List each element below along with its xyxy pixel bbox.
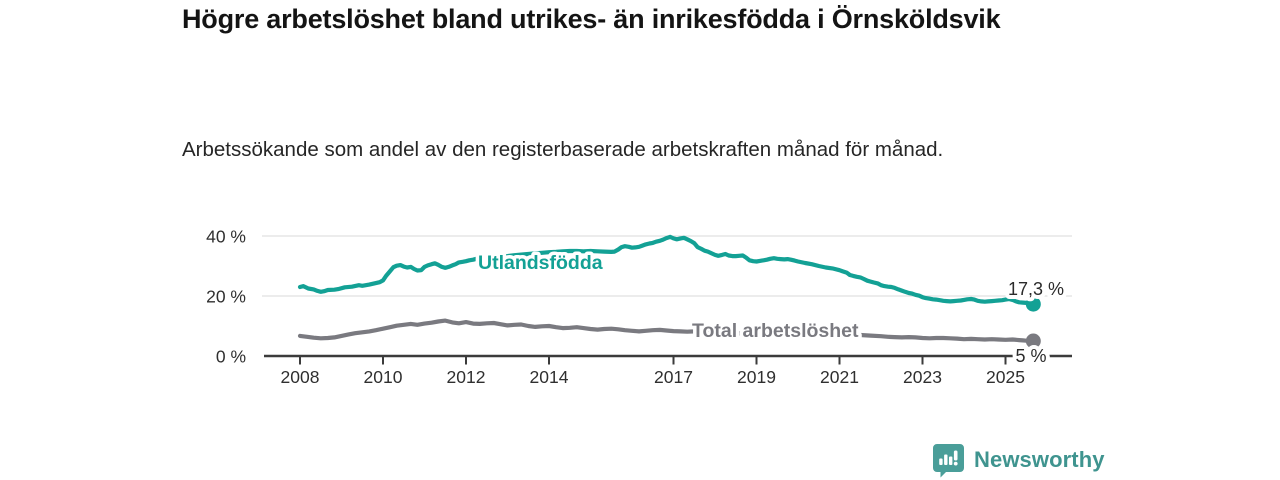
logo-bars — [939, 450, 958, 465]
chart-end-dots — [1025, 296, 1041, 349]
y-axis-tick-label: 0 % — [216, 347, 246, 367]
series-inline-label: Total arbetslöshet — [692, 320, 859, 342]
newsworthy-brand-text: Newsworthy — [974, 447, 1105, 472]
newsworthy-brand-link[interactable]: Newsworthy — [932, 442, 1105, 478]
x-axis-tick-label: 2012 — [447, 367, 486, 387]
series-end-value-label: 5 % — [1015, 346, 1046, 366]
chart-axis: 0 % 20 % 40 % 2008 2010 2012 2014 2017 2019 2021 2… — [206, 227, 1072, 387]
series-end-dot — [1025, 333, 1041, 349]
chart-subtitle: Arbetssökande som andel av den registerb… — [182, 138, 944, 161]
x-axis-tick-label: 2017 — [654, 367, 693, 387]
newsworthy-logo-icon — [933, 443, 964, 477]
series-inline-label: Utlandsfödda — [478, 252, 603, 274]
y-axis-tick-label: 20 % — [206, 287, 246, 307]
x-axis-tick-label: 2019 — [737, 367, 776, 387]
chart-series-lines — [297, 234, 1036, 344]
series-line-utlandsfodda — [297, 234, 1036, 307]
y-axis-tick-label: 40 % — [206, 227, 246, 247]
x-axis-tick-label: 2008 — [281, 367, 320, 387]
x-axis-tick-label: 2021 — [820, 367, 859, 387]
chart-labels: Utlandsfödda 17,3 % Total arbetslöshet 5 % — [475, 249, 1069, 371]
series-end-dot — [1025, 296, 1041, 312]
series-line-total — [297, 318, 1036, 344]
chart-gridlines — [262, 235, 1072, 297]
x-axis-tick-label: 2023 — [903, 367, 942, 387]
page-title: Högre arbetslöshet bland utrikes- än inr… — [182, 4, 1001, 34]
x-axis-tick-label: 2025 — [986, 367, 1025, 387]
series-end-value-label: 17,3 % — [1008, 279, 1064, 299]
x-axis-tick-label: 2010 — [364, 367, 403, 387]
x-axis-tick-label: 2014 — [530, 367, 569, 387]
